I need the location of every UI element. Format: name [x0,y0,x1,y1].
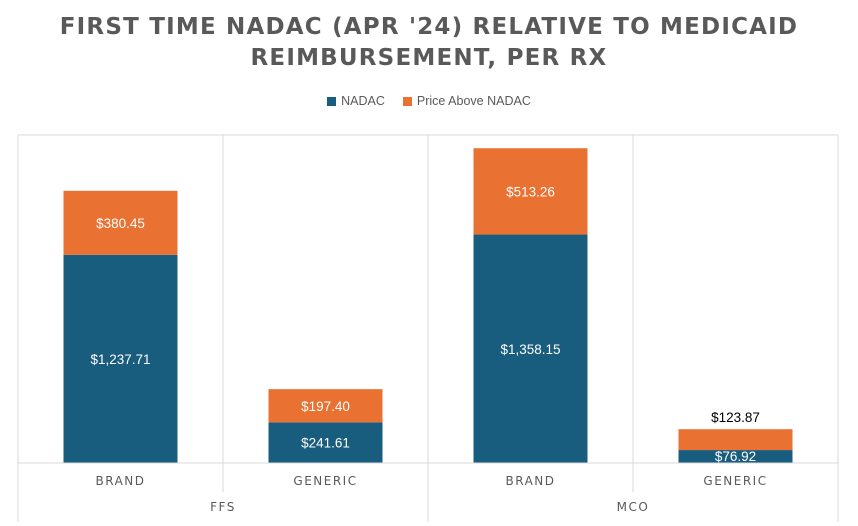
data-label: $1,237.71 [90,352,150,367]
legend-swatch-price-above-nadac [402,96,412,106]
bar-nadac [473,234,588,463]
bar-price-above-nadac [268,389,383,423]
data-label: $1,358.15 [500,342,560,357]
category-label: BRAND [95,474,145,488]
bar-price-above-nadac [473,148,588,235]
legend: NADAC Price Above NADAC [0,94,858,108]
legend-item-price-above-nadac: Price Above NADAC [402,94,531,108]
bar-nadac [268,422,383,463]
data-label: $241.61 [301,436,350,451]
group-label: MCO [617,500,650,514]
data-label: $513.26 [506,184,555,199]
chart-title-line-1: FIRST TIME NADAC (APR '24) RELATIVE TO M… [59,14,799,40]
category-label: GENERIC [293,474,357,488]
bar-price-above-nadac [678,429,793,451]
category-label: GENERIC [703,474,767,488]
data-label: $380.45 [96,216,145,231]
category-label: BRAND [505,474,555,488]
chart-title: FIRST TIME NADAC (APR '24) RELATIVE TO M… [0,12,858,74]
legend-label-nadac: NADAC [341,94,385,108]
data-label: $123.87 [711,410,760,425]
group-label: FFS [210,500,236,514]
chart-title-line-2: REIMBURSEMENT, PER RX [250,45,608,71]
bar-price-above-nadac [63,190,178,255]
legend-label-price-above-nadac: Price Above NADAC [416,94,531,108]
bar-nadac [63,254,178,463]
legend-item-nadac: NADAC [327,94,385,108]
data-label: $197.40 [301,399,350,414]
legend-swatch-nadac [327,96,337,106]
bar-nadac [678,450,793,463]
data-label: $76.92 [715,449,756,464]
